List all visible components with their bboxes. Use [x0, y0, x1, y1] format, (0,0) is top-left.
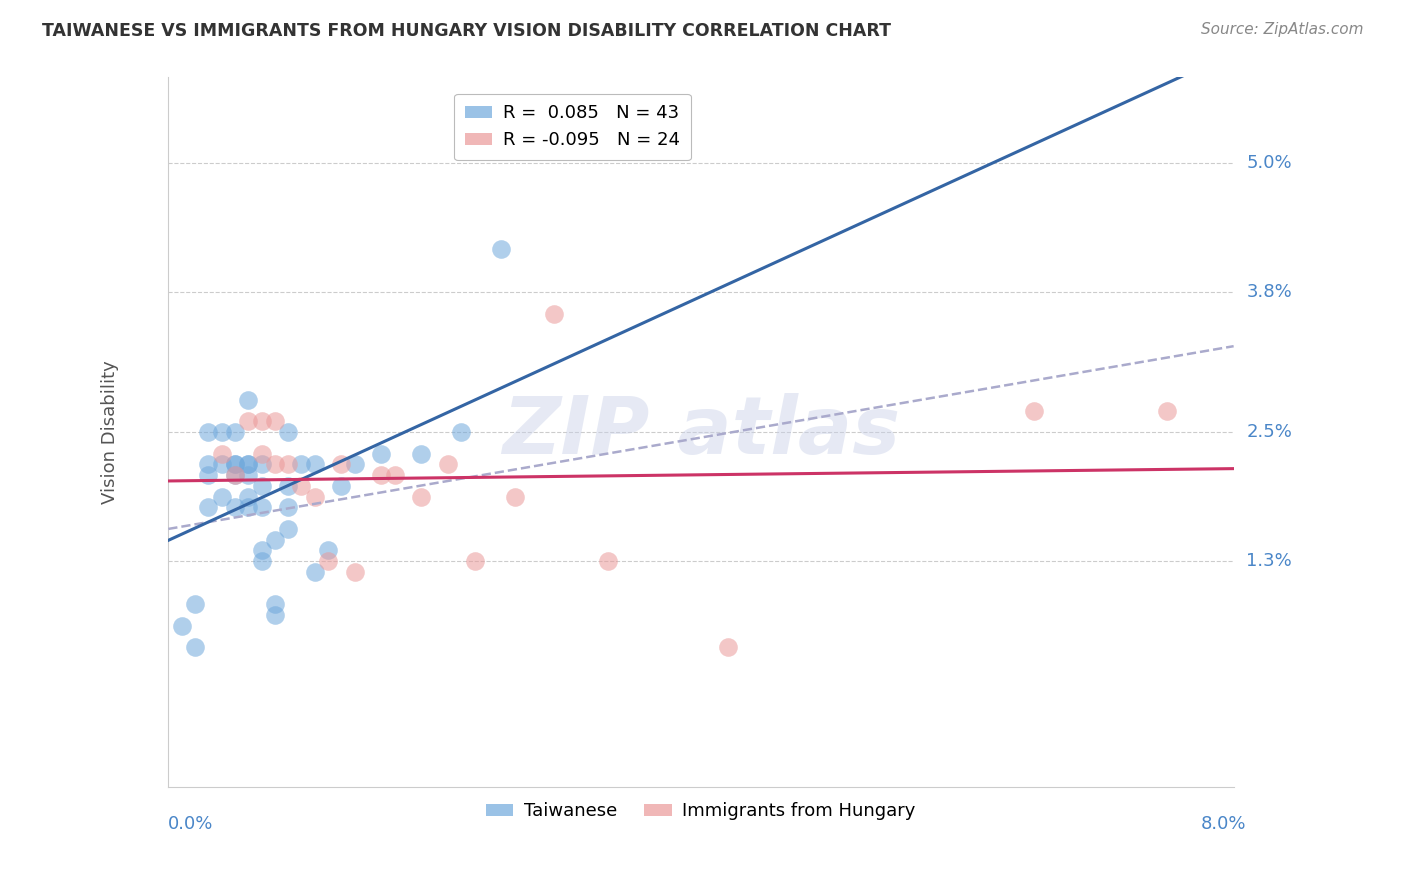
- Point: [238, 414, 260, 428]
- Point: [411, 447, 433, 461]
- Text: Source: ZipAtlas.com: Source: ZipAtlas.com: [1201, 22, 1364, 37]
- Point: [211, 447, 233, 461]
- Point: [238, 468, 260, 483]
- Point: [224, 425, 246, 440]
- Text: Vision Disability: Vision Disability: [101, 360, 118, 504]
- Point: [411, 490, 433, 504]
- Point: [224, 458, 246, 472]
- Point: [316, 554, 339, 568]
- Point: [596, 554, 619, 568]
- Point: [211, 458, 233, 472]
- Point: [290, 479, 312, 493]
- Point: [250, 458, 273, 472]
- Point: [370, 468, 392, 483]
- Point: [304, 565, 326, 579]
- Point: [211, 425, 233, 440]
- Text: 2.5%: 2.5%: [1246, 423, 1292, 442]
- Point: [197, 458, 219, 472]
- Text: 1.3%: 1.3%: [1246, 552, 1292, 570]
- Point: [543, 307, 565, 321]
- Point: [330, 458, 353, 472]
- Point: [277, 500, 299, 515]
- Text: 3.8%: 3.8%: [1246, 284, 1292, 301]
- Point: [238, 392, 260, 407]
- Point: [263, 458, 285, 472]
- Point: [263, 414, 285, 428]
- Point: [277, 425, 299, 440]
- Point: [211, 490, 233, 504]
- Point: [370, 447, 392, 461]
- Point: [197, 468, 219, 483]
- Text: ZIP atlas: ZIP atlas: [502, 393, 900, 471]
- Point: [197, 425, 219, 440]
- Point: [277, 522, 299, 536]
- Point: [330, 479, 353, 493]
- Text: 5.0%: 5.0%: [1246, 154, 1292, 172]
- Point: [464, 554, 486, 568]
- Point: [170, 618, 193, 632]
- Point: [263, 607, 285, 622]
- Point: [238, 500, 260, 515]
- Point: [238, 458, 260, 472]
- Legend: Taiwanese, Immigrants from Hungary: Taiwanese, Immigrants from Hungary: [479, 795, 922, 828]
- Point: [290, 458, 312, 472]
- Point: [238, 458, 260, 472]
- Point: [238, 490, 260, 504]
- Point: [1022, 403, 1045, 417]
- Point: [450, 425, 472, 440]
- Point: [503, 490, 526, 504]
- Point: [1156, 403, 1178, 417]
- Point: [250, 414, 273, 428]
- Point: [716, 640, 738, 655]
- Point: [384, 468, 406, 483]
- Point: [343, 565, 366, 579]
- Point: [316, 543, 339, 558]
- Point: [224, 458, 246, 472]
- Point: [224, 468, 246, 483]
- Point: [250, 554, 273, 568]
- Point: [263, 597, 285, 611]
- Point: [250, 447, 273, 461]
- Point: [250, 500, 273, 515]
- Point: [304, 490, 326, 504]
- Point: [250, 543, 273, 558]
- Point: [224, 468, 246, 483]
- Point: [277, 479, 299, 493]
- Point: [184, 597, 207, 611]
- Point: [263, 533, 285, 547]
- Point: [250, 479, 273, 493]
- Text: 8.0%: 8.0%: [1201, 815, 1246, 833]
- Point: [304, 458, 326, 472]
- Point: [277, 458, 299, 472]
- Point: [437, 458, 460, 472]
- Point: [343, 458, 366, 472]
- Point: [197, 500, 219, 515]
- Text: 0.0%: 0.0%: [169, 815, 214, 833]
- Text: TAIWANESE VS IMMIGRANTS FROM HUNGARY VISION DISABILITY CORRELATION CHART: TAIWANESE VS IMMIGRANTS FROM HUNGARY VIS…: [42, 22, 891, 40]
- Point: [224, 500, 246, 515]
- Point: [489, 243, 512, 257]
- Point: [184, 640, 207, 655]
